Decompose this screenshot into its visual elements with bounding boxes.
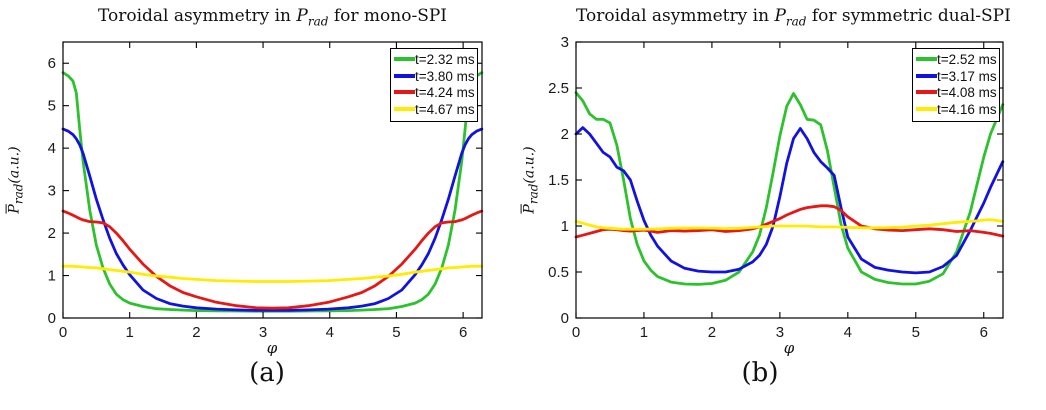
x-tick-label: 0 xyxy=(59,324,67,341)
x-tick-label: 3 xyxy=(259,324,267,341)
plot-a-title-text: Toroidal asymmetry in xyxy=(97,6,297,26)
series-line-t-4-24-ms xyxy=(61,209,484,310)
legend-line-swatch xyxy=(394,57,415,62)
legend-label: t=4.67 ms xyxy=(415,101,475,117)
legend-entry: t=4.08 ms xyxy=(916,85,999,102)
legend-line-swatch xyxy=(916,57,937,62)
legend-entry: t=3.80 ms xyxy=(394,69,477,86)
plot-b-ylabel-symbol: P xyxy=(521,204,538,214)
legend-label: t=3.17 ms xyxy=(937,68,997,84)
x-tick-label: 3 xyxy=(776,324,784,341)
legend-label: t=2.32 ms xyxy=(415,52,475,67)
x-tick-label: 0 xyxy=(572,324,580,341)
legend-label: t=4.16 ms xyxy=(937,101,997,117)
plot-b-sublabel: (b) xyxy=(741,358,779,388)
series-line-t-4-16-ms xyxy=(574,218,1005,231)
y-tick-label: 0.5 xyxy=(548,264,569,281)
y-tick-label: 1 xyxy=(48,268,56,285)
series-line-t-3-17-ms xyxy=(574,126,1005,275)
plot-b-legend: t=2.52 ms t=3.17 ms t=4.08 ms t=4.16 ms xyxy=(912,48,1000,122)
plot-a-panel: 0 1 2 3 4 5 6 0 1 2 3 4 5 6 Toroidal asymmetry in Pra… xyxy=(7,6,484,388)
plot-b-title: Toroidal asymmetry in Prad for symmetric… xyxy=(576,6,1011,29)
x-tick-label: 1 xyxy=(640,324,648,341)
x-tick-label: 2 xyxy=(708,324,716,341)
plot-b-title-sub: rad xyxy=(785,14,807,29)
y-tick-label: 1 xyxy=(561,218,569,235)
y-tick-label: 2.5 xyxy=(548,80,569,97)
plot-a-title-sub: rad xyxy=(307,14,329,29)
y-tick-label: 2 xyxy=(48,225,56,242)
plot-b-ylabel: Prad(a.u.) xyxy=(522,146,541,213)
y-tick-label: 3 xyxy=(48,183,56,200)
plot-a-xlabel: φ xyxy=(266,339,278,357)
plot-b-xlabel: φ xyxy=(783,339,795,357)
y-tick-label: 0 xyxy=(48,310,56,327)
y-tick-label: 4 xyxy=(48,140,56,157)
legend-line-swatch xyxy=(394,106,415,111)
x-tick-label: 5 xyxy=(912,324,920,341)
legend-entry: t=4.67 ms xyxy=(394,102,477,119)
plot-b-panel: 0 1 2 3 4 5 6 0 0.5 1 1.5 2 2.5 3 Toroidal asymmetry … xyxy=(522,0,1046,410)
plot-b-title-suffix: for symmetric dual-SPI xyxy=(806,6,1011,26)
x-tick-label: 5 xyxy=(392,324,400,341)
x-tick-label: 4 xyxy=(326,324,334,341)
y-tick-label: 6 xyxy=(48,55,56,72)
legend-entry: t=3.17 ms xyxy=(916,69,999,86)
y-tick-label: 0 xyxy=(561,310,569,327)
plot-a-axes: 0 1 2 3 4 5 6 0 1 2 3 4 5 6 xyxy=(48,41,484,341)
legend-entry: t=2.52 ms xyxy=(916,52,999,69)
axes-box xyxy=(62,41,483,319)
legend-entry: t=2.32 ms xyxy=(394,52,477,69)
plot-a-legend: t=2.32 ms t=3.80 ms t=4.24 ms t=4.67 ms xyxy=(390,48,478,122)
series-line-t-2-52-ms xyxy=(574,91,1005,286)
plot-b-title-math: P xyxy=(774,6,786,26)
x-tick-label: 6 xyxy=(980,324,988,341)
legend-line-swatch xyxy=(394,90,415,95)
legend-label: t=4.24 ms xyxy=(415,85,475,100)
plot-a-sublabel: (a) xyxy=(249,358,285,388)
plot-a-title-math: P xyxy=(296,6,308,26)
legend-entry: t=4.24 ms xyxy=(394,85,477,102)
legend-line-swatch xyxy=(916,106,937,111)
legend-line-swatch xyxy=(916,90,937,95)
legend-label: t=3.80 ms xyxy=(415,68,475,84)
legend-entry: t=4.16 ms xyxy=(916,102,999,119)
x-tick-label: 6 xyxy=(459,324,467,341)
plot-a-title-suffix: for mono-SPI xyxy=(328,6,447,26)
y-tick-label: 1.5 xyxy=(548,172,569,189)
plot-b-ylabel-sub: rad xyxy=(526,183,541,205)
legend-line-swatch xyxy=(394,73,415,78)
legend-label: t=2.52 ms xyxy=(937,52,997,67)
series-line-t-4-08-ms xyxy=(574,204,1005,239)
legend-label: t=4.08 ms xyxy=(937,85,997,100)
plot-b-ylabel-units: (a.u.) xyxy=(521,146,538,184)
y-tick-label: 3 xyxy=(561,34,569,51)
series-line-t-3-80-ms xyxy=(61,127,484,312)
plot-b-title-text: Toroidal asymmetry in xyxy=(576,6,775,26)
plot-a-title: Toroidal asymmetry in Prad for mono-SPI xyxy=(63,6,482,28)
y-tick-label: 5 xyxy=(48,98,56,115)
x-tick-label: 2 xyxy=(192,324,200,341)
x-tick-label: 4 xyxy=(844,324,852,341)
legend-line-swatch xyxy=(916,73,937,78)
x-tick-label: 1 xyxy=(126,324,134,341)
y-tick-label: 2 xyxy=(561,126,569,143)
series-line-t-4-67-ms xyxy=(61,264,484,283)
